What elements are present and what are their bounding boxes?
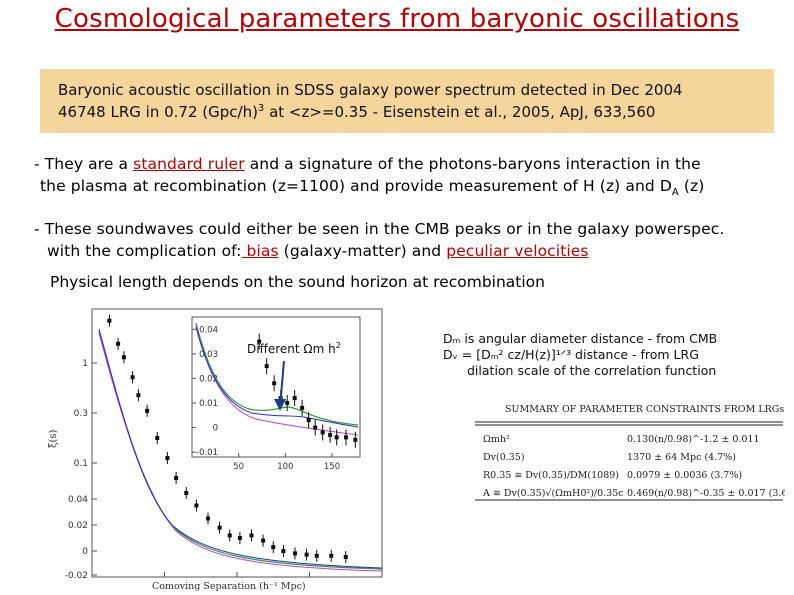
inset-y-tick-label: 0.03	[199, 350, 218, 360]
data-point	[314, 553, 319, 558]
inset-y-tick-label: 0.01	[199, 399, 218, 409]
bullet-1-pre: - They are a	[34, 155, 134, 173]
table-param: A ≡ Dv(0.35)√(ΩmH0²)/0.35c	[482, 488, 624, 499]
table-value: 0.130(n/0.98)^-1.2 ± 0.011	[627, 434, 760, 445]
inset-data-point	[320, 430, 325, 435]
y-tick-label: 0.1	[74, 459, 88, 469]
slide-title: Cosmological parameters from baryonic os…	[54, 4, 740, 34]
inset-y-tick-label: 0.04	[199, 325, 218, 335]
annotation-arrowhead	[274, 399, 286, 411]
inset-data-point	[292, 396, 297, 401]
inset-y-tick-label: 0.02	[199, 374, 218, 384]
inset-data-point	[313, 425, 318, 430]
data-point	[217, 525, 222, 530]
definition-dm: Dₘ is angular diameter distance - from C…	[443, 331, 718, 346]
data-point	[329, 553, 334, 558]
data-point	[136, 393, 141, 398]
table-value: 0.469(n/0.98)^-0.35 ± 0.017 (3.6%)	[627, 488, 785, 499]
bullet-1-line-2: the plasma at recombination (z=1100) and…	[40, 177, 704, 198]
peculiar-velocities-link[interactable]: peculiar velocities	[446, 242, 589, 260]
data-point	[227, 533, 232, 538]
data-point	[249, 533, 254, 538]
table-heading: SUMMARY OF PARAMETER CONSTRAINTS FROM LR…	[505, 404, 784, 415]
inset-data-point	[272, 381, 277, 386]
inset-data-point	[328, 432, 333, 437]
inset-data-point	[306, 418, 311, 423]
banner-line-2: 46748 LRG in 0.72 (Gpc/h)3 at <z>=0.35 -…	[58, 103, 655, 121]
inset-y-tick-label: 0	[213, 424, 218, 434]
inset-x-tick-label: 100	[277, 462, 293, 472]
bullet-2-line-1: - These soundwaves could either be seen …	[34, 220, 725, 238]
y-tick-label: 1	[82, 359, 88, 369]
bullet-1-post: and a signature of the photons-baryons i…	[244, 155, 701, 173]
table-param: Ωmh²	[483, 434, 510, 445]
bullet-2-line-2a: with the complication of:	[47, 242, 242, 260]
inset-data-point	[257, 339, 262, 344]
data-point	[271, 545, 276, 550]
inset-curve-green	[195, 322, 359, 426]
definition-dv: Dᵥ = [Dₘ² cz/H(z)]¹ᐟ³ distance - from LR…	[443, 347, 699, 362]
data-point	[343, 555, 348, 559]
table-value: 1370 ± 64 Mpc (4.7%)	[627, 452, 736, 463]
bullet-1-line-2a: the plasma at recombination (z=1100) and…	[40, 177, 672, 195]
inset-data-point	[353, 437, 358, 442]
data-point	[130, 375, 135, 380]
bullet-1-subscript: A	[671, 187, 679, 199]
data-point	[174, 476, 179, 480]
inset-data-point	[264, 364, 269, 369]
data-point	[281, 549, 286, 553]
data-point	[145, 408, 150, 413]
main-curve-blue	[98, 328, 383, 569]
physical-length-text: Physical length depends on the sound hor…	[50, 273, 545, 291]
banner-line-1: Baryonic acoustic oscillation in SDSS ga…	[58, 81, 683, 99]
data-point	[304, 552, 309, 557]
banner-line-2b: at <z>=0.35 - Eisenstein et al., 2005, A…	[264, 103, 656, 121]
highlight-banner	[40, 69, 774, 133]
table-param: Dv(0.35)	[483, 452, 525, 463]
data-point	[293, 551, 297, 556]
data-point	[184, 491, 189, 495]
y-tick-label: 0.02	[68, 521, 88, 531]
data-point	[194, 503, 199, 508]
main-curve-magenta	[98, 332, 383, 572]
y-tick-label: 0	[82, 547, 88, 557]
y-tick-label: -0.02	[65, 571, 88, 581]
inset-x-tick-label: 150	[324, 462, 340, 472]
banner-line-2a: 46748 LRG in 0.72 (Gpc/h)	[58, 103, 258, 121]
correlation-function-plot: 1 0.3 0.1 0.04 0.02 0 -0.02 0.04 0.03 0.02 0.01 0 -…	[44, 303, 390, 593]
inset-x-tick-label: 50	[233, 462, 244, 472]
inset-data-point	[285, 400, 290, 405]
inset-data-point	[334, 435, 339, 440]
data-point	[107, 318, 112, 323]
data-point	[121, 355, 126, 360]
data-point	[206, 516, 210, 521]
bullet-1-line-1: - They are a standard ruler and a signat…	[34, 155, 701, 173]
data-point	[261, 538, 266, 543]
y-tick-label: 0.04	[68, 495, 88, 505]
bullet-2-line-2b: (galaxy-matter) and	[278, 242, 447, 260]
inset-curve-blue	[195, 326, 359, 428]
parameter-summary-table: SUMMARY OF PARAMETER CONSTRAINTS FROM LR…	[475, 404, 785, 501]
inset-data-point	[344, 435, 348, 440]
x-axis-label: Comoving Separation (h⁻¹ Mpc)	[152, 581, 306, 592]
data-point	[237, 536, 242, 540]
definition-dilation: dilation scale of the correlation functi…	[467, 363, 717, 378]
inset-y-tick-label: -0.01	[196, 448, 218, 458]
bullet-2-line-2: with the complication of: bias (galaxy-m…	[47, 242, 589, 260]
data-point	[116, 341, 121, 346]
data-point	[155, 436, 160, 440]
y-axis-label: ξ(s)	[48, 429, 59, 448]
table-param: R0.35 ≡ Dv(0.35)/DM(1089)	[483, 470, 619, 481]
bullet-1-line-2b: (z)	[678, 177, 705, 195]
data-point	[165, 456, 170, 460]
banner-exponent: 3	[257, 103, 265, 114]
omega-annotation: Different Ωm h2	[247, 341, 341, 356]
standard-ruler-link[interactable]: standard ruler	[133, 155, 245, 173]
bias-link[interactable]: bias	[241, 242, 279, 260]
inset-data-point	[300, 405, 305, 410]
y-tick-label: 0.3	[74, 409, 88, 419]
table-value: 0.0979 ± 0.0036 (3.7%)	[627, 470, 742, 481]
